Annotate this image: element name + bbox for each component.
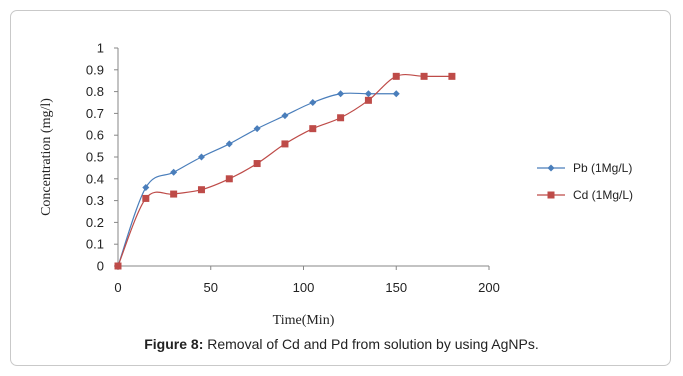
y-tick-label: 0.3 [86, 193, 104, 208]
data-point-pb [392, 90, 400, 98]
data-point-cd [337, 114, 345, 122]
data-point-cd [225, 175, 233, 183]
data-point-pb [197, 153, 205, 161]
legend-label-pb: Pb (1Mg/L) [573, 161, 632, 175]
data-point-pb [225, 140, 233, 148]
data-point-pb [309, 99, 317, 106]
data-point-cd [420, 72, 428, 80]
data-point-pb [142, 184, 150, 192]
figure-caption: Figure 8: Removal of Cd and Pd from solu… [0, 336, 683, 352]
y-tick-label: 0.7 [86, 106, 104, 121]
x-axis-title: Time(Min) [273, 313, 335, 328]
data-point-cd [170, 190, 178, 198]
data-point-cd [281, 140, 289, 148]
x-tick-label: 100 [293, 280, 315, 295]
caption-label: Figure 8: [144, 336, 204, 352]
y-tick-label: 1 [97, 41, 104, 56]
data-point-pb [281, 112, 289, 120]
legend-marker-pb [547, 164, 555, 172]
y-tick-label: 0.1 [86, 237, 104, 252]
figure-frame [10, 10, 671, 366]
y-tick-label: 0.2 [86, 215, 104, 230]
x-axis-ticks: 0 50 100 150 200 [114, 266, 500, 295]
x-tick-label: 200 [478, 280, 500, 295]
y-axis-title: Concentration (mg/l) [39, 98, 54, 216]
caption-text: Removal of Cd and Pd from solution by us… [203, 336, 539, 352]
data-point-pb [170, 168, 178, 176]
legend: Pb (1Mg/L) Cd (1Mg/L) [537, 161, 633, 202]
data-point-pb [253, 125, 261, 133]
legend-marker-cd [547, 191, 555, 199]
data-point-cd [197, 186, 205, 194]
data-point-cd [114, 262, 122, 270]
x-tick-label: 150 [385, 280, 407, 295]
series-cd [114, 72, 456, 270]
y-tick-label: 0.5 [86, 150, 104, 165]
x-tick-label: 50 [204, 280, 218, 295]
legend-label-cd: Cd (1Mg/L) [573, 188, 633, 202]
y-tick-label: 0.4 [86, 171, 104, 186]
series-pb [114, 90, 400, 270]
y-tick-label: 0 [97, 259, 104, 274]
data-point-cd [309, 125, 317, 133]
y-tick-label: 0.6 [86, 128, 104, 143]
x-tick-label: 0 [114, 280, 121, 295]
data-point-cd [364, 96, 372, 104]
series-line-cd [117, 73, 452, 267]
y-axis-ticks: 0 0.1 0.2 0.3 0.4 0.5 0.6 0.7 0.8 0.9 1 [86, 41, 118, 274]
data-point-cd [392, 72, 400, 80]
data-point-pb [364, 90, 372, 98]
data-point-cd [448, 72, 456, 80]
series-layer [114, 72, 456, 270]
data-point-pb [337, 90, 345, 98]
y-tick-label: 0.9 [86, 62, 104, 77]
data-point-cd [253, 160, 261, 168]
y-tick-label: 0.8 [86, 84, 104, 99]
data-point-cd [142, 194, 150, 202]
series-line-pb [117, 92, 397, 267]
